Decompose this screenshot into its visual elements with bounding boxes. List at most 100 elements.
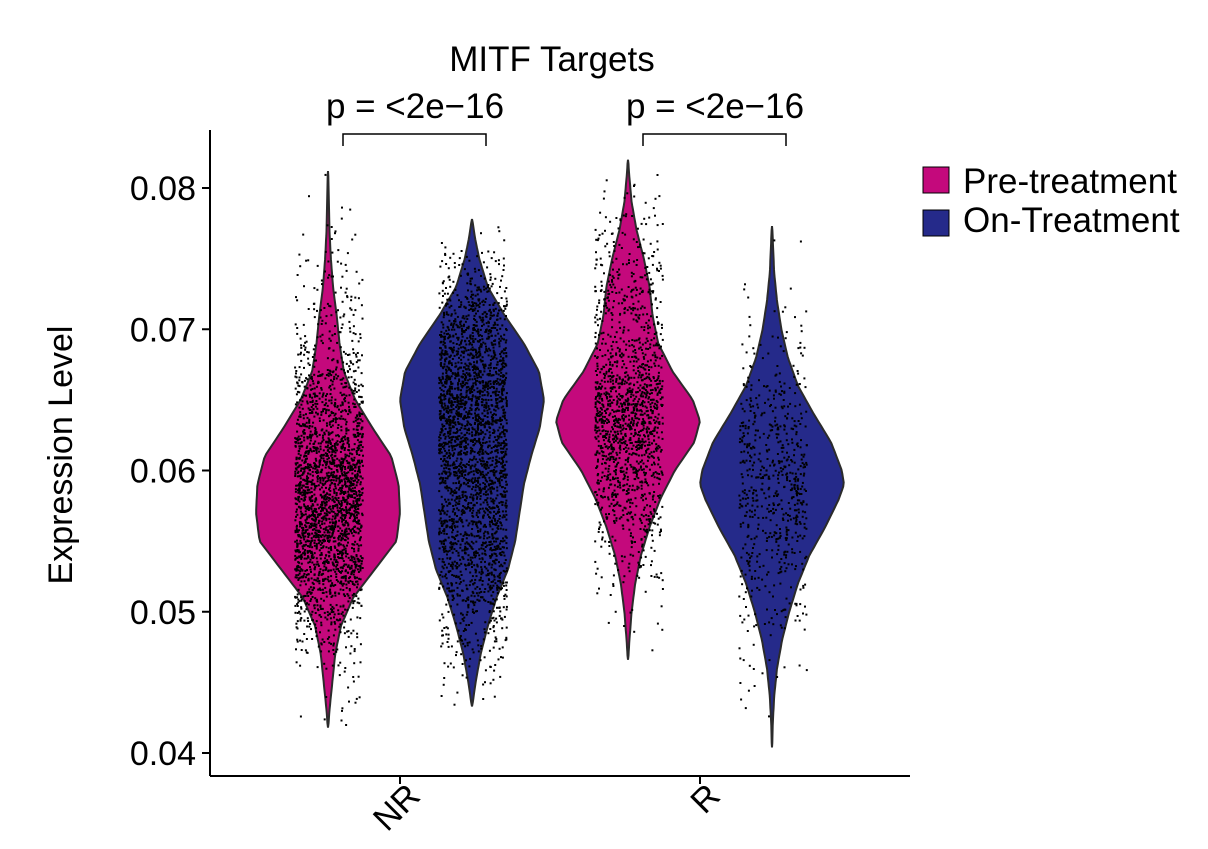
- jitter-point: [638, 292, 641, 295]
- jitter-point: [317, 563, 320, 566]
- jitter-point: [302, 576, 305, 579]
- jitter-point: [334, 412, 337, 415]
- jitter-point: [345, 520, 347, 523]
- jitter-point: [336, 426, 339, 429]
- jitter-point: [611, 387, 614, 390]
- jitter-point: [459, 546, 462, 549]
- jitter-point: [658, 478, 661, 481]
- jitter-point: [327, 260, 330, 263]
- jitter-point: [307, 577, 310, 580]
- jitter-point: [341, 462, 344, 465]
- jitter-point: [317, 375, 320, 378]
- jitter-point: [477, 328, 480, 331]
- jitter-point: [345, 382, 347, 385]
- jitter-point: [297, 505, 300, 508]
- jitter-point: [320, 413, 323, 416]
- jitter-point: [500, 479, 503, 482]
- jitter-point: [341, 206, 343, 209]
- jitter-point: [344, 552, 347, 554]
- jitter-point: [300, 403, 303, 406]
- jitter-point: [658, 270, 660, 272]
- jitter-point: [307, 407, 310, 410]
- jitter-point: [333, 387, 336, 390]
- jitter-point: [633, 384, 635, 387]
- jitter-point: [456, 520, 459, 523]
- jitter-point: [336, 509, 339, 512]
- jitter-point: [329, 508, 332, 511]
- jitter-point: [355, 449, 358, 452]
- jitter-point: [650, 416, 652, 419]
- jitter-point: [438, 557, 441, 560]
- jitter-point: [644, 590, 647, 593]
- jitter-point: [606, 306, 609, 309]
- jitter-point: [640, 556, 643, 559]
- jitter-point: [471, 464, 474, 467]
- jitter-point: [475, 432, 477, 435]
- jitter-point: [345, 474, 348, 477]
- jitter-point: [659, 267, 662, 270]
- jitter-point: [344, 577, 347, 580]
- jitter-point: [345, 459, 348, 462]
- jitter-point: [325, 408, 328, 411]
- jitter-point: [329, 493, 332, 496]
- jitter-point: [343, 509, 345, 512]
- jitter-point: [299, 474, 302, 477]
- jitter-point: [643, 441, 646, 444]
- jitter-point: [499, 542, 501, 545]
- jitter-point: [617, 397, 620, 400]
- jitter-point: [339, 378, 342, 381]
- jitter-point: [612, 494, 615, 496]
- jitter-point: [656, 622, 659, 625]
- jitter-point: [335, 579, 338, 581]
- jitter-point: [619, 426, 622, 429]
- jitter-point: [351, 468, 354, 471]
- jitter-point: [621, 231, 624, 234]
- jitter-point: [486, 384, 489, 387]
- jitter-point: [618, 291, 621, 294]
- jitter-point: [336, 561, 339, 564]
- jitter-point: [648, 384, 651, 387]
- jitter-point: [653, 337, 656, 340]
- jitter-point: [344, 608, 347, 611]
- jitter-point: [331, 526, 333, 529]
- jitter-point: [300, 441, 303, 444]
- jitter-point: [319, 554, 322, 557]
- jitter-point: [319, 604, 322, 607]
- jitter-point: [315, 466, 318, 469]
- jitter-point: [623, 401, 626, 404]
- jitter-point: [608, 436, 611, 439]
- jitter-point: [356, 601, 359, 604]
- jitter-point: [455, 491, 458, 494]
- jitter-point: [503, 444, 506, 447]
- jitter-point: [334, 398, 337, 401]
- jitter-point: [483, 510, 486, 513]
- jitter-point: [343, 548, 346, 551]
- jitter-point: [621, 409, 624, 412]
- jitter-point: [337, 609, 340, 612]
- jitter-point: [308, 442, 311, 445]
- jitter-point: [323, 431, 326, 434]
- jitter-point: [595, 258, 598, 261]
- jitter-point: [338, 408, 340, 411]
- jitter-point: [352, 560, 355, 563]
- jitter-point: [641, 374, 644, 377]
- jitter-point: [462, 630, 465, 632]
- jitter-point: [489, 331, 492, 334]
- jitter-point: [303, 491, 306, 494]
- jitter-point: [329, 484, 332, 487]
- jitter-point: [319, 478, 322, 481]
- jitter-point: [316, 288, 319, 291]
- jitter-point: [483, 466, 486, 469]
- jitter-point: [355, 564, 358, 567]
- jitter-point: [627, 423, 630, 426]
- jitter-point: [336, 443, 339, 446]
- jitter-point: [317, 588, 320, 591]
- jitter-point: [616, 453, 619, 456]
- jitter-point: [594, 418, 597, 421]
- jitter-point: [604, 229, 606, 232]
- jitter-point: [642, 427, 645, 430]
- jitter-point: [324, 498, 327, 501]
- jitter-point: [331, 380, 334, 383]
- jitter-point: [652, 398, 655, 401]
- jitter-point: [348, 481, 351, 483]
